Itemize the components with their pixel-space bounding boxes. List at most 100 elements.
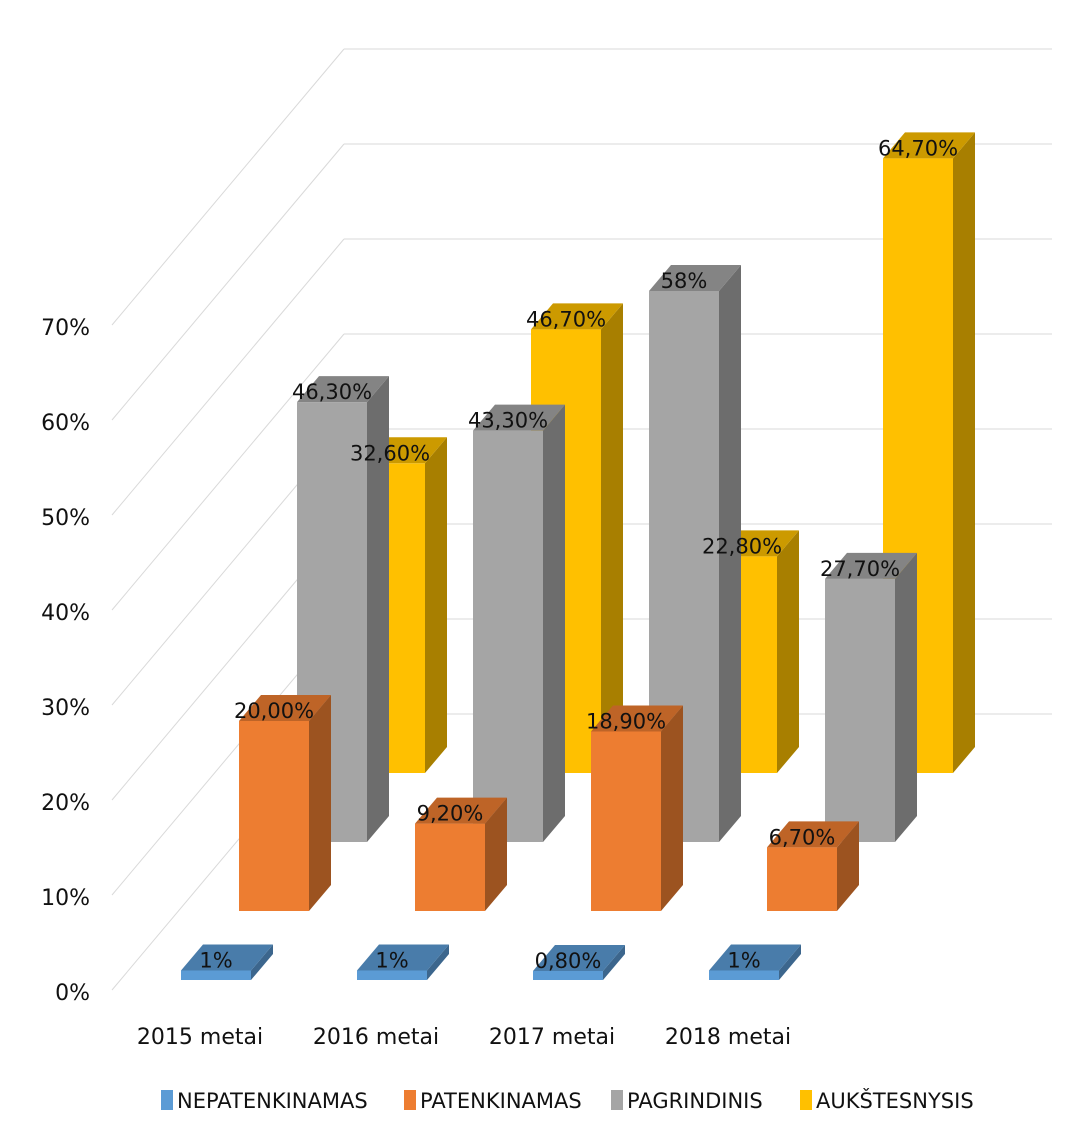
bar-top-face xyxy=(181,944,273,971)
data-label: 22,80% xyxy=(702,534,782,558)
data-label: 58% xyxy=(661,269,708,293)
bar-side-face xyxy=(543,404,565,842)
bar-patenkinamas-4 xyxy=(767,821,859,911)
gridline-diagonal xyxy=(111,238,345,516)
data-label: 46,30% xyxy=(292,380,372,404)
legend-label: PATENKINAMAS xyxy=(420,1089,582,1113)
data-label: 20,00% xyxy=(234,699,314,723)
bar-front-face xyxy=(357,970,427,980)
y-tick-label: 40% xyxy=(41,601,90,626)
bar-front-face xyxy=(709,970,779,980)
bar-patenkinamas-3 xyxy=(591,705,683,911)
legend-label: AUKŠTESNYSIS xyxy=(816,1088,974,1113)
bar-side-face xyxy=(603,945,625,980)
y-tick-label: 30% xyxy=(41,696,90,721)
bars xyxy=(181,132,975,980)
bar-front-face xyxy=(181,970,251,980)
category-label: 2018 metai xyxy=(665,1025,791,1050)
legend-label: PAGRINDINIS xyxy=(627,1089,763,1113)
data-label: 1% xyxy=(375,949,408,973)
legend-label: NEPATENKINAMAS xyxy=(177,1089,368,1113)
bar-pagrindinis-4 xyxy=(825,552,917,842)
bar-side-face xyxy=(367,376,389,842)
bar-pagrindinis-2 xyxy=(473,404,565,842)
gridline-diagonal xyxy=(111,143,345,421)
bar-top-face xyxy=(297,376,389,403)
data-label: 1% xyxy=(199,949,232,973)
bar-side-face xyxy=(251,944,273,980)
bar-pagrindinis-3 xyxy=(649,265,741,842)
bar-side-face xyxy=(719,265,741,842)
legend-item: AUKŠTESNYSIS xyxy=(800,1088,974,1113)
y-tick-label: 20% xyxy=(41,791,90,816)
legend-item: PATENKINAMAS xyxy=(404,1089,582,1113)
bar-front-face xyxy=(415,823,485,911)
bar-top-face xyxy=(709,944,801,971)
bar-top-face xyxy=(649,265,741,291)
bar-side-face xyxy=(779,944,801,980)
bar-side-face xyxy=(953,132,975,774)
bar-top-face xyxy=(825,552,917,579)
category-axis: 2015 metai 2016 metai 2017 metai 2018 metai xyxy=(137,1025,791,1050)
bar-side-face xyxy=(837,821,859,911)
bar-patenkinamas-2 xyxy=(415,797,507,911)
data-label: 32,60% xyxy=(350,441,430,465)
data-label: 43,30% xyxy=(468,409,548,433)
legend-item: NEPATENKINAMAS xyxy=(161,1089,368,1113)
data-labels: 32,60% 46,70% 22,80% 64,70% 46,30% 43,30% 58% 2… xyxy=(199,136,958,973)
bar-front-face xyxy=(767,847,837,911)
category-label: 2015 metai xyxy=(137,1025,263,1050)
y-tick-label: 70% xyxy=(41,316,90,341)
y-tick-label: 50% xyxy=(41,506,90,531)
bar-top-face xyxy=(883,132,975,159)
category-label: 2017 metai xyxy=(489,1025,615,1050)
y-tick-label: 0% xyxy=(55,981,90,1006)
bar-side-face xyxy=(485,797,507,911)
data-label: 46,70% xyxy=(526,307,606,331)
bar-top-face xyxy=(239,695,331,721)
bar-top-face xyxy=(415,797,507,824)
y-tick-label: 60% xyxy=(41,411,90,436)
bar-nepatenkinamas-2 xyxy=(357,944,449,980)
bar-side-face xyxy=(895,552,917,842)
bar-side-face xyxy=(309,695,331,911)
bar-top-face xyxy=(531,303,623,330)
legend: NEPATENKINAMAS PATENKINAMAS PAGRINDINIS AUK… xyxy=(161,1088,974,1113)
bar-nepatenkinamas-3 xyxy=(533,945,625,980)
bar-side-face xyxy=(425,437,447,773)
gridline-diagonal xyxy=(111,333,345,611)
bar-top-face xyxy=(357,944,449,971)
legend-swatch xyxy=(800,1090,812,1110)
bar-side-face xyxy=(601,303,623,773)
y-axis-ticks: 0% 10% 20% 30% 40% 50% 60% 70% xyxy=(41,316,90,1006)
bar-front-face xyxy=(473,430,543,842)
category-label: 2016 metai xyxy=(313,1025,439,1050)
legend-swatch xyxy=(161,1090,173,1110)
bar-top-face xyxy=(533,945,625,971)
bar-top-face xyxy=(591,705,683,732)
bar-front-face xyxy=(239,721,309,911)
bar-side-face xyxy=(661,705,683,911)
bar-nepatenkinamas-4 xyxy=(709,944,801,980)
bar-aukštesnysis-4 xyxy=(883,132,975,774)
data-label: 9,20% xyxy=(417,802,484,826)
gridline-diagonal xyxy=(111,48,345,326)
bar-front-face xyxy=(591,731,661,911)
data-label: 64,70% xyxy=(878,136,958,160)
bar-nepatenkinamas-1 xyxy=(181,944,273,980)
legend-item: PAGRINDINIS xyxy=(611,1089,763,1113)
y-tick-label: 10% xyxy=(41,886,90,911)
data-label: 6,70% xyxy=(769,825,836,849)
data-label: 18,90% xyxy=(586,709,666,733)
bar-side-face xyxy=(427,944,449,980)
legend-swatch xyxy=(611,1090,623,1110)
bar-patenkinamas-1 xyxy=(239,695,331,911)
bar-front-face xyxy=(825,578,895,842)
bar-top-face xyxy=(473,404,565,431)
data-label: 1% xyxy=(727,949,760,973)
data-label: 27,70% xyxy=(820,557,900,581)
bar-side-face xyxy=(777,530,799,773)
data-label: 0,80% xyxy=(535,949,602,973)
legend-swatch xyxy=(404,1090,416,1110)
